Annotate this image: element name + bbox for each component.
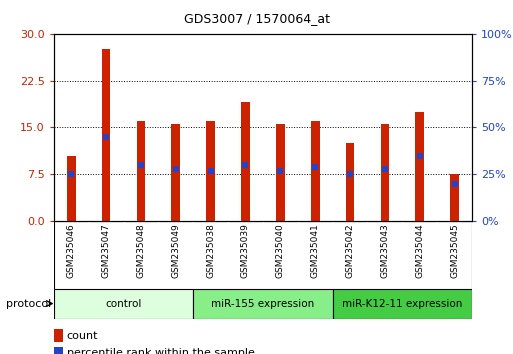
- Text: GSM235044: GSM235044: [415, 223, 424, 278]
- Bar: [102, 49, 110, 221]
- Text: GSM235038: GSM235038: [206, 223, 215, 278]
- Bar: [136, 121, 145, 221]
- Bar: [311, 121, 320, 221]
- Text: GSM235048: GSM235048: [136, 223, 146, 278]
- Text: GSM235049: GSM235049: [171, 223, 180, 278]
- Bar: [241, 102, 250, 221]
- Bar: [332, 289, 472, 319]
- Text: GSM235042: GSM235042: [346, 223, 354, 278]
- Bar: [450, 175, 459, 221]
- Text: GSM235046: GSM235046: [67, 223, 76, 278]
- Text: control: control: [105, 298, 142, 309]
- Bar: [381, 124, 389, 221]
- Text: miR-K12-11 expression: miR-K12-11 expression: [342, 298, 462, 309]
- Bar: [67, 156, 75, 221]
- Text: count: count: [67, 331, 98, 341]
- Bar: [171, 124, 180, 221]
- Text: GSM235040: GSM235040: [276, 223, 285, 278]
- Text: protocol: protocol: [6, 298, 51, 309]
- Text: GDS3007 / 1570064_at: GDS3007 / 1570064_at: [184, 12, 329, 25]
- Text: GSM235039: GSM235039: [241, 223, 250, 278]
- Text: percentile rank within the sample: percentile rank within the sample: [67, 348, 254, 354]
- Text: GSM235045: GSM235045: [450, 223, 459, 278]
- Bar: [54, 289, 193, 319]
- Text: GSM235047: GSM235047: [102, 223, 111, 278]
- Bar: [206, 121, 215, 221]
- Bar: [193, 289, 332, 319]
- Text: GSM235043: GSM235043: [380, 223, 389, 278]
- Bar: [416, 112, 424, 221]
- Text: GSM235041: GSM235041: [311, 223, 320, 278]
- Bar: [276, 124, 285, 221]
- Bar: [346, 143, 354, 221]
- Text: miR-155 expression: miR-155 expression: [211, 298, 314, 309]
